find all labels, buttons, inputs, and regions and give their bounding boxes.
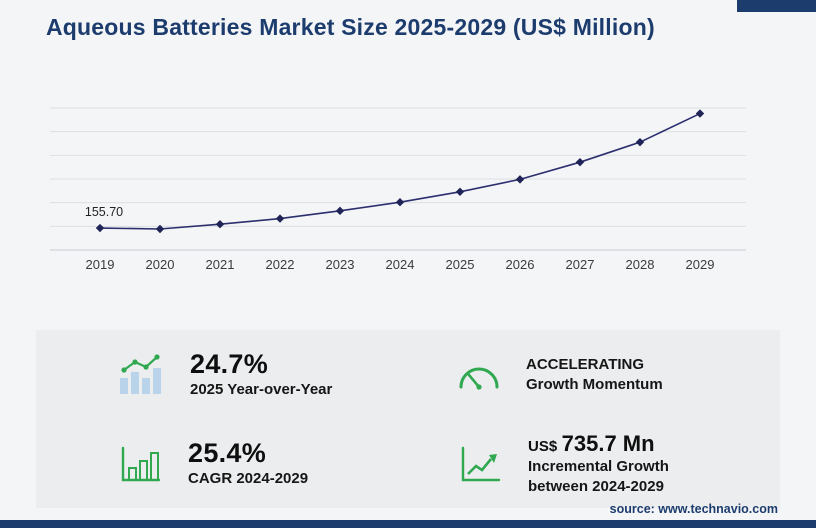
stat-momentum: ACCELERATING Growth Momentum (408, 330, 780, 419)
top-right-accent-bar (737, 0, 816, 12)
svg-text:2019: 2019 (86, 257, 115, 272)
incremental-label-line2: between 2024-2029 (528, 477, 664, 495)
momentum-line2: Growth Momentum (526, 375, 663, 393)
incremental-value-line: US$ 735.7 Mn (528, 431, 669, 457)
svg-text:2029: 2029 (686, 257, 715, 272)
svg-text:155.70: 155.70 (85, 205, 123, 219)
incremental-currency: US$ (528, 438, 558, 455)
momentum-line1: ACCELERATING (526, 356, 645, 373)
stat-yoy-text: 24.7% 2025 Year-over-Year (190, 349, 332, 400)
yoy-label: 2025 Year-over-Year (190, 381, 333, 399)
yoy-value: 24.7% (190, 349, 269, 380)
cagr-bar-chart-icon (116, 442, 164, 486)
svg-text:2023: 2023 (326, 257, 355, 272)
stats-panel: 24.7% 2025 Year-over-Year ACCELERATING G… (36, 330, 780, 508)
market-line-chart: 155.70 2019 2020 2021 2022 2023 2024 2025 2026 20… (38, 86, 778, 278)
growth-arrow-chart-icon (456, 442, 504, 486)
stat-cagr: 25.4% CAGR 2024-2029 (36, 419, 408, 508)
gauge-icon (456, 354, 502, 396)
page-title: Aqueous Batteries Market Size 2025-2029 … (46, 14, 655, 40)
svg-text:2026: 2026 (506, 257, 535, 272)
incremental-label-line1: Incremental Growth (528, 458, 669, 475)
cagr-value: 25.4% (188, 438, 267, 469)
svg-text:2022: 2022 (266, 257, 295, 272)
stat-momentum-text: ACCELERATING Growth Momentum (526, 355, 663, 394)
source-credit: source: www.technavio.com (609, 502, 778, 516)
svg-text:2028: 2028 (626, 257, 655, 272)
stat-cagr-text: 25.4% CAGR 2024-2029 (188, 438, 308, 489)
stat-incremental: US$ 735.7 Mn Incremental Growth between … (408, 419, 780, 508)
cagr-label: CAGR 2024-2029 (188, 470, 309, 488)
svg-text:2025: 2025 (446, 257, 475, 272)
bottom-accent-bar (0, 520, 816, 528)
bar-chart-trend-icon (116, 352, 166, 398)
svg-text:2020: 2020 (146, 257, 175, 272)
stat-incremental-text: US$ 735.7 Mn Incremental Growth between … (528, 431, 669, 496)
svg-text:2027: 2027 (566, 257, 595, 272)
svg-text:2024: 2024 (386, 257, 415, 272)
stat-yoy: 24.7% 2025 Year-over-Year (36, 330, 408, 419)
incremental-value: 735.7 Mn (561, 431, 655, 456)
svg-text:2021: 2021 (206, 257, 235, 272)
